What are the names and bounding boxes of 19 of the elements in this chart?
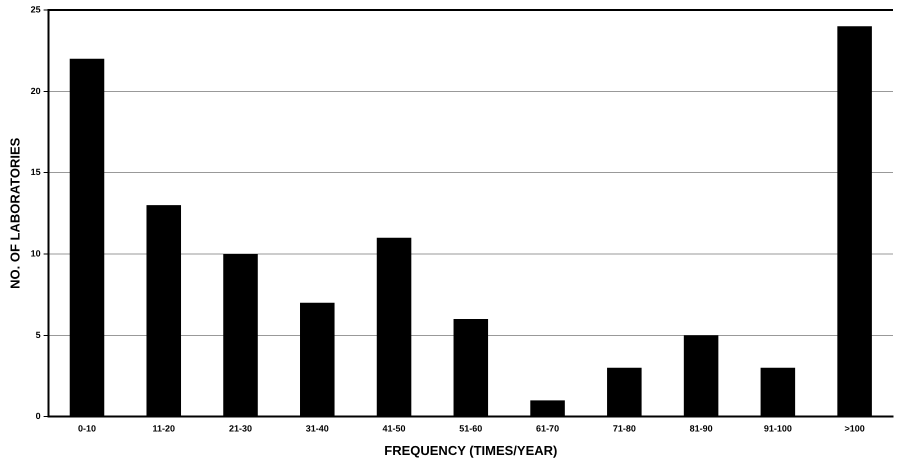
- y-tick-label: 25: [30, 4, 41, 14]
- x-axis-title: FREQUENCY (TIMES/YEAR): [384, 442, 558, 458]
- y-tick-label: 5: [36, 330, 41, 340]
- x-tick-label: 61-70: [536, 423, 560, 434]
- y-tick-label: 0: [36, 411, 41, 422]
- x-tick-label: >100: [844, 423, 865, 434]
- x-tick-label: 91-100: [764, 423, 792, 434]
- x-tick-label: 31-40: [306, 423, 329, 434]
- x-tick-label: 0-10: [78, 423, 96, 434]
- x-tick-label: 81-90: [690, 423, 713, 434]
- x-tick-label: 71-80: [612, 423, 636, 434]
- y-axis-title: NO. OF LABORATORIES: [7, 137, 22, 289]
- x-tick-label: 21-30: [229, 423, 252, 434]
- x-tick-label: 51-60: [459, 423, 482, 434]
- y-tick-label: 10: [30, 248, 41, 258]
- x-tick-label: 41-50: [382, 423, 406, 434]
- x-tick-label: 11-20: [152, 423, 176, 434]
- y-tick-label: 15: [30, 167, 41, 178]
- y-tick-label: 20: [30, 86, 41, 96]
